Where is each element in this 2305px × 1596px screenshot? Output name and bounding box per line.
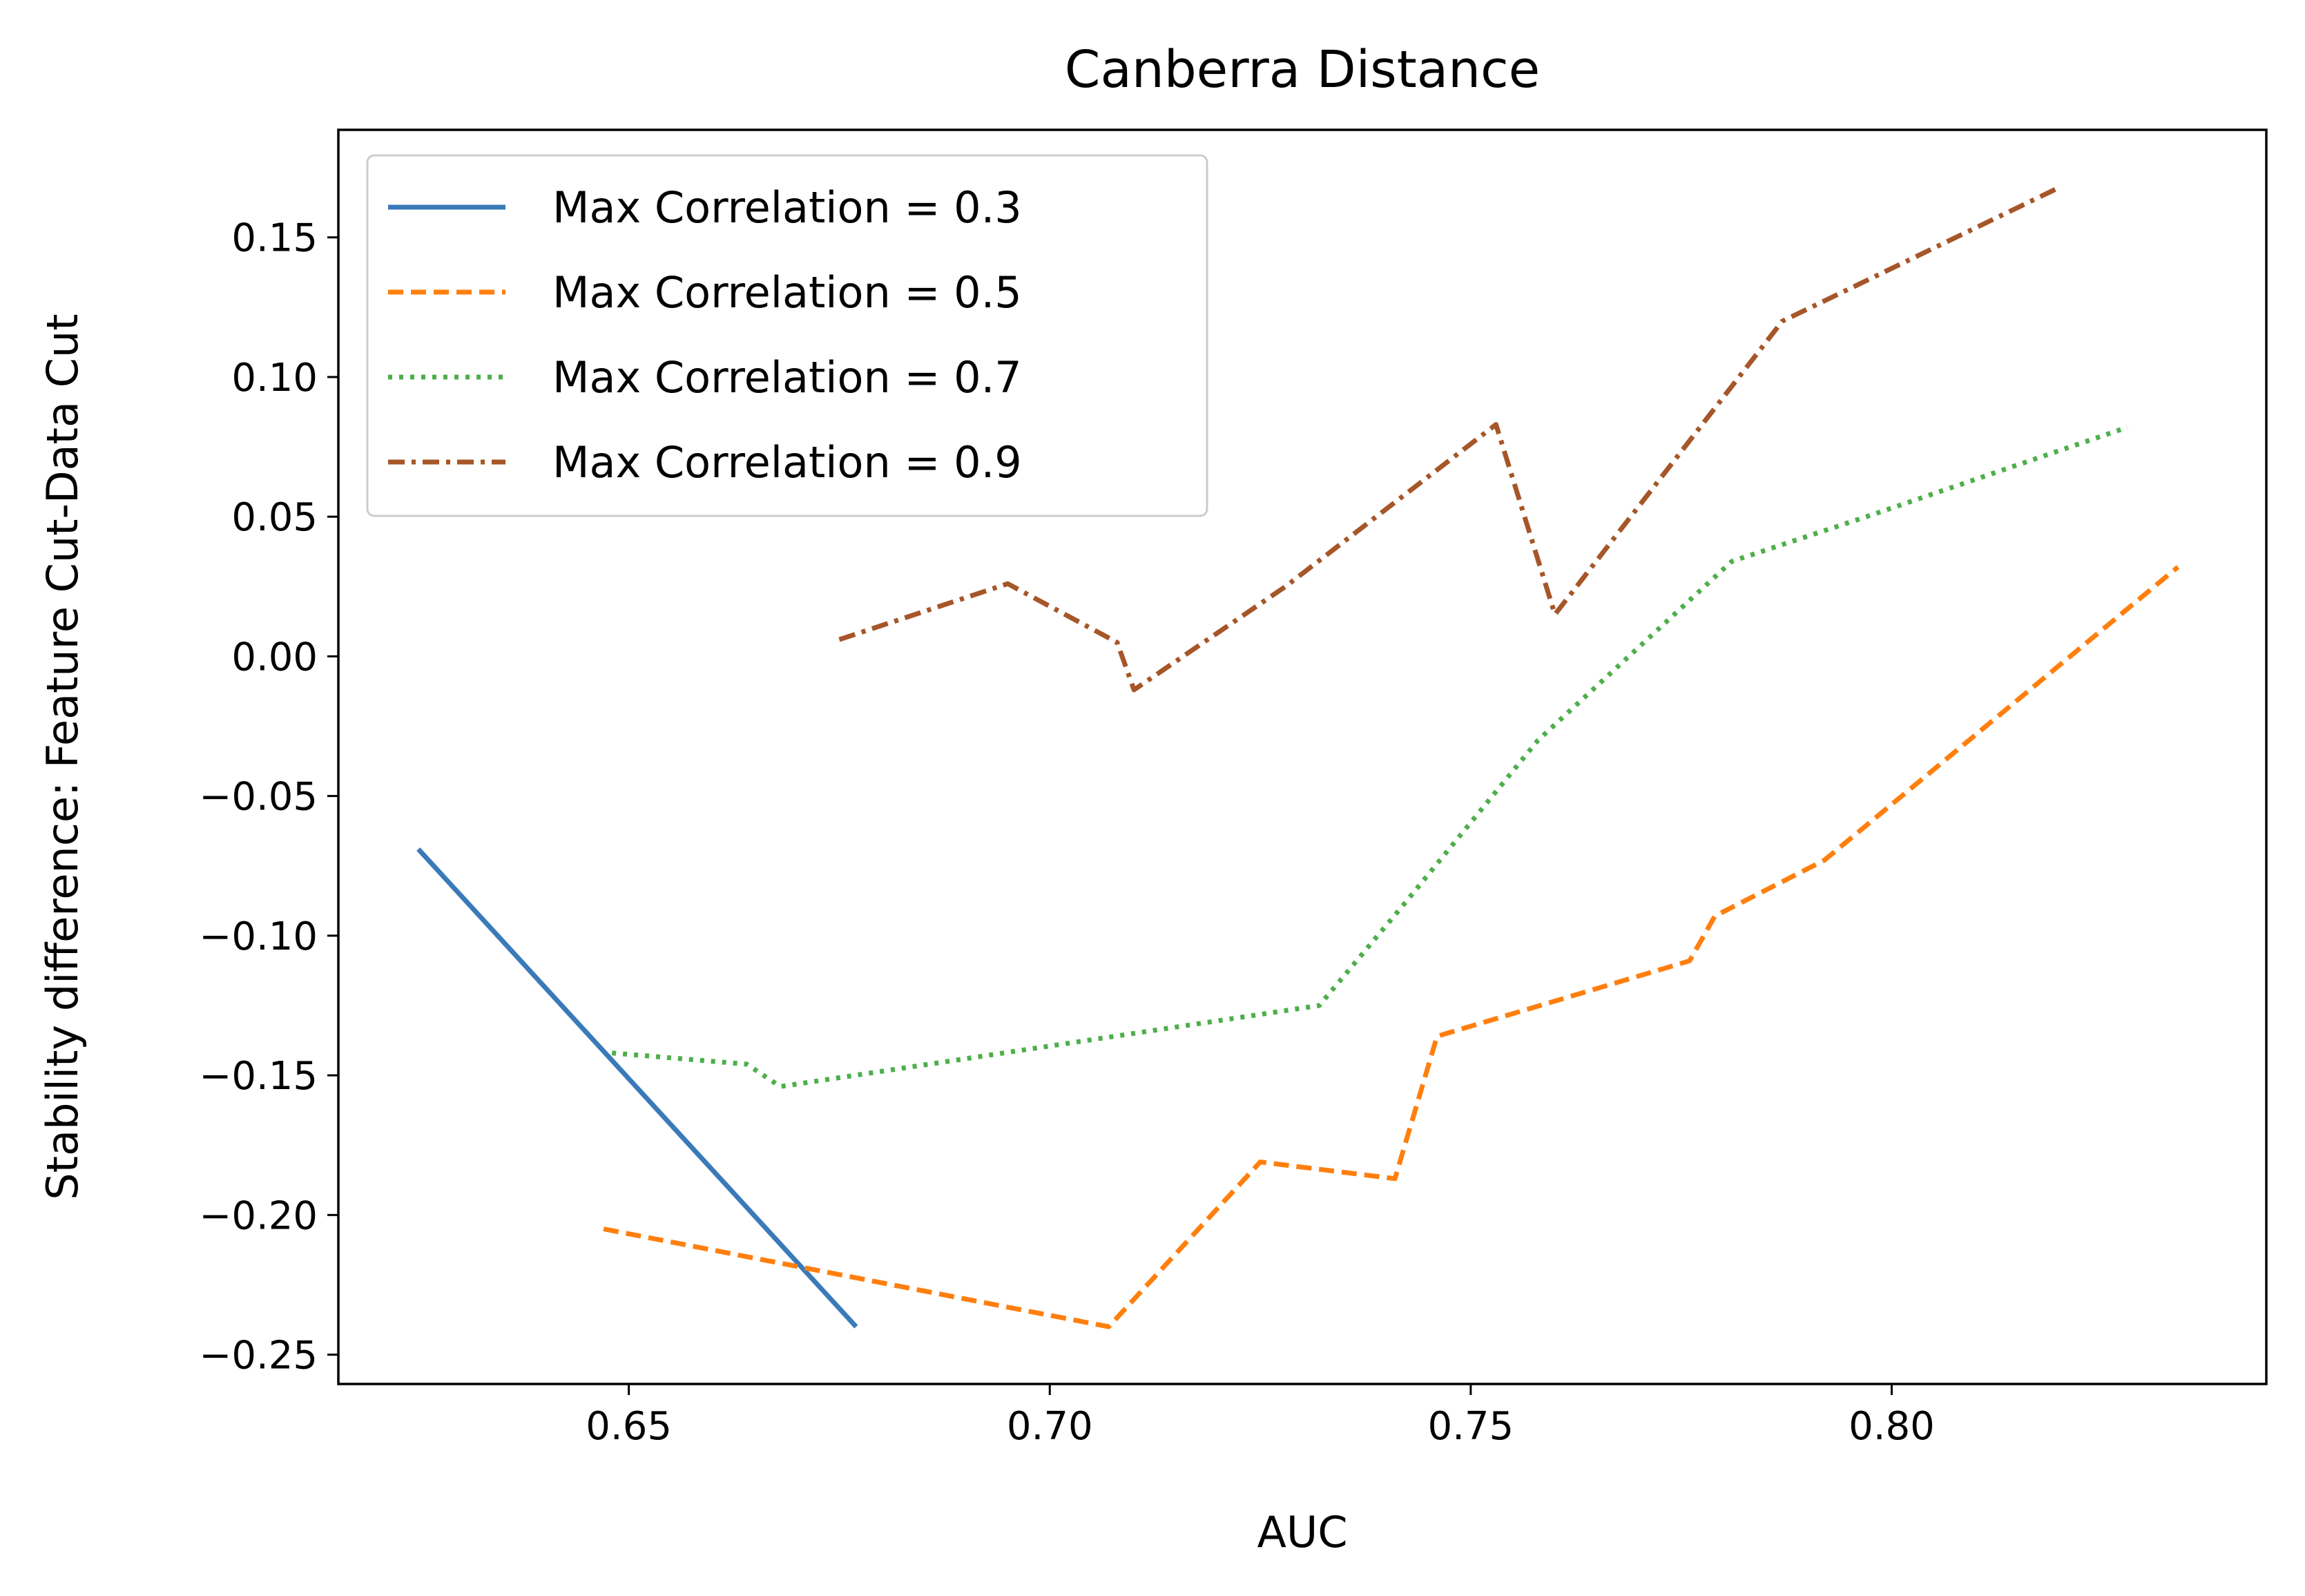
legend: Max Correlation = 0.3 Max Correlation = 0…	[366, 154, 1208, 517]
series-line-2	[603, 565, 2180, 1329]
y-tick-label: −0.15	[199, 1054, 318, 1099]
x-tick-label: 0.65	[586, 1404, 672, 1449]
y-tick-label: 0.15	[231, 216, 318, 261]
y-tick-label: 0.10	[231, 356, 318, 401]
y-axis-label: Stability difference: Feature Cut-Data C…	[37, 314, 88, 1200]
y-tick-label: −0.25	[199, 1334, 318, 1378]
legend-label-4: Max Correlation = 0.9	[552, 437, 1022, 488]
x-axis-ticks: 0.65 0.70 0.75 0.80	[586, 1384, 1935, 1449]
series-layer	[416, 184, 2180, 1329]
y-tick-label: 0.00	[231, 635, 318, 680]
y-tick-label: 0.05	[231, 495, 318, 540]
y-axis-ticks: 0.15 0.10 0.05 0.00 −0.05 −0.10 −0.15 −0.20 −0.2…	[199, 216, 338, 1378]
x-tick-label: 0.80	[1849, 1404, 1935, 1449]
x-axis-label: AUC	[1257, 1507, 1347, 1557]
x-tick-label: 0.75	[1427, 1404, 1514, 1449]
legend-label-3: Max Correlation = 0.7	[552, 352, 1022, 403]
y-tick-label: −0.05	[199, 775, 318, 820]
legend-label-2: Max Correlation = 0.5	[552, 267, 1022, 318]
plot-area-frame	[337, 128, 2268, 1385]
legend-label-1: Max Correlation = 0.3	[552, 182, 1022, 233]
series-line-4	[838, 184, 2061, 693]
chart-title: Canberra Distance	[1065, 40, 1540, 99]
x-tick-label: 0.70	[1007, 1404, 1093, 1449]
series-line-3	[611, 425, 2128, 1089]
y-tick-label: −0.20	[199, 1193, 318, 1238]
series-line-1	[416, 847, 858, 1329]
y-tick-label: −0.10	[199, 914, 318, 959]
legend-box	[366, 154, 1208, 517]
